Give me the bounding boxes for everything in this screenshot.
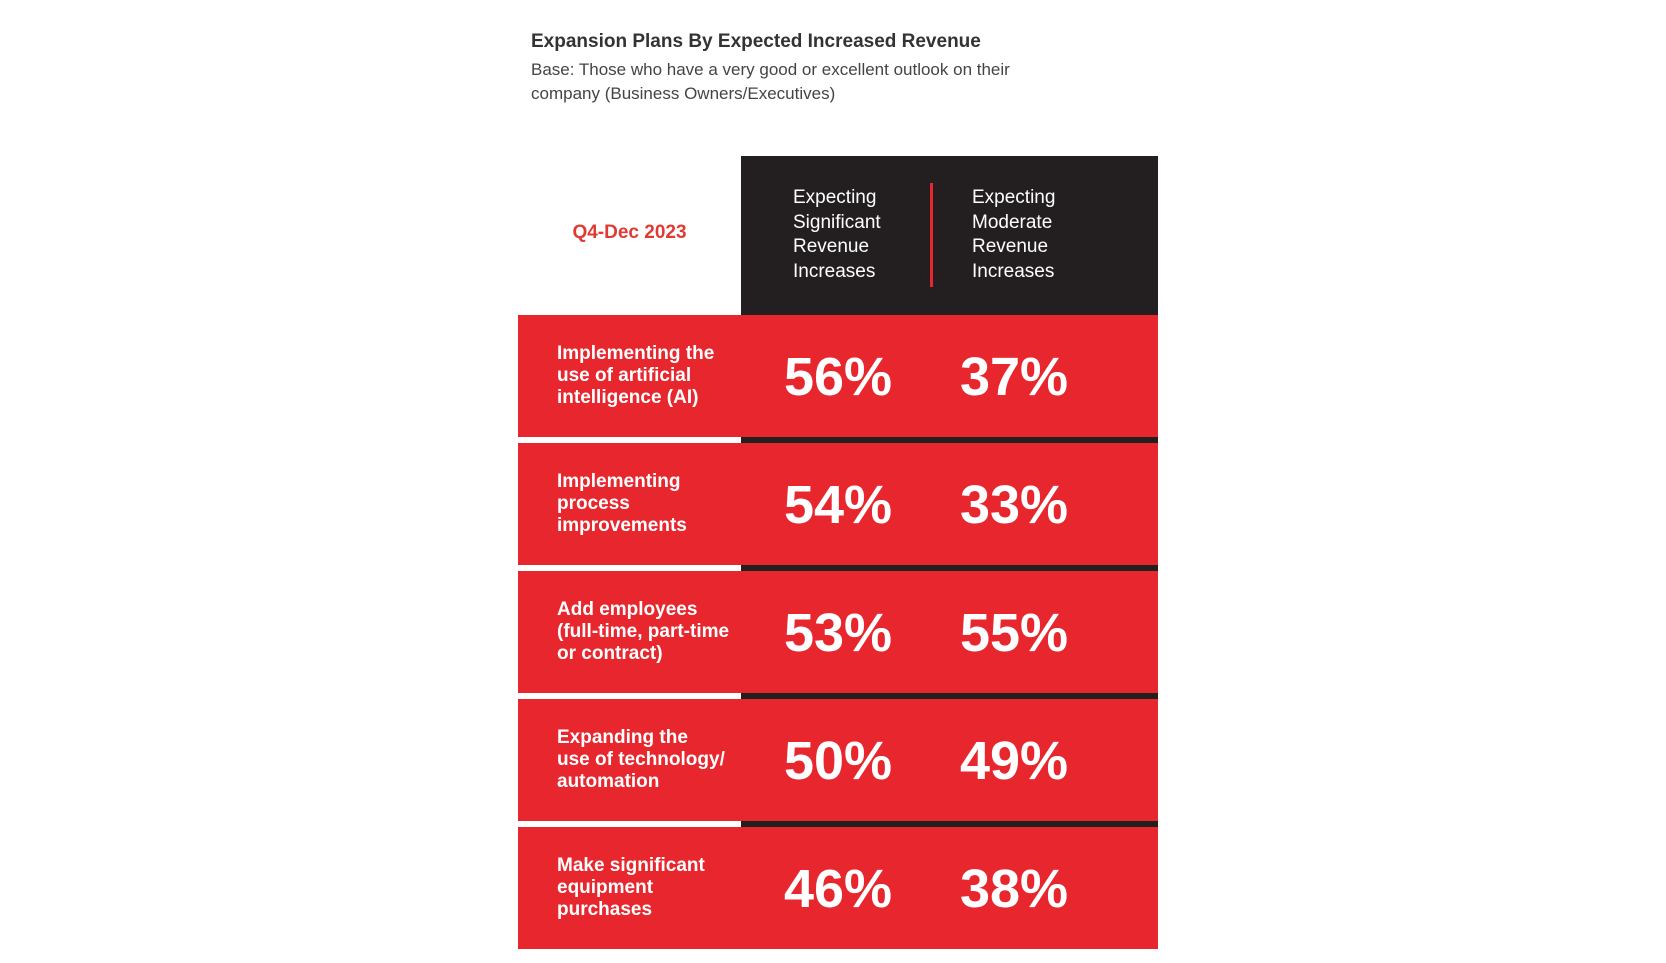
- row-label: (full-time, part-time: [557, 621, 730, 642]
- cell-value: 38%: [959, 859, 1069, 919]
- cell-value: 50%: [783, 731, 893, 791]
- cell-value: 55%: [959, 603, 1069, 663]
- row-label: Implementing the: [557, 343, 715, 364]
- header-panel: [741, 156, 1158, 315]
- cell-value: 53%: [783, 603, 893, 663]
- row-label: Expanding the: [557, 727, 688, 748]
- row-label: use of technology/: [557, 749, 725, 770]
- row-label: improvements: [557, 515, 687, 536]
- row-label: or contract): [557, 643, 663, 664]
- row-label: Make significant: [557, 855, 705, 876]
- row-label: automation: [557, 771, 660, 792]
- table-row: Expanding the use of technology/automatio…: [518, 699, 1158, 821]
- subtitle: Base: Those who have a very good or exce…: [531, 60, 1010, 103]
- cell-value: 46%: [783, 859, 893, 919]
- table-row: Implementing the use of artificial intelli…: [518, 315, 1158, 437]
- cell-value: 37%: [959, 347, 1069, 407]
- table-row: Add employees (full-time, part-time or con…: [518, 571, 1158, 693]
- period-label: Q4-Dec 2023: [572, 222, 687, 243]
- row-label: process: [557, 493, 630, 514]
- cell-value: 33%: [959, 475, 1069, 535]
- cell-value: 54%: [783, 475, 893, 535]
- row-label: intelligence (AI): [557, 387, 699, 408]
- divider: [930, 183, 933, 287]
- cell-value: 49%: [959, 731, 1069, 791]
- column-header: Expecting Moderate Revenue Increases: [972, 187, 1056, 282]
- column-header: Expecting Significant Revenue Increases: [793, 187, 881, 282]
- row-label: use of artificial: [557, 365, 692, 386]
- row-label: Implementing: [557, 471, 681, 492]
- row-label: Add employees: [557, 599, 698, 620]
- table-row: Make significant equipment purchases 46% 38%: [518, 827, 1158, 949]
- title: Expansion Plans By Expected Increased Re…: [531, 31, 981, 52]
- row-label: equipment: [557, 877, 654, 898]
- table-row: Implementing process improvements 54% 33%: [518, 443, 1158, 565]
- row-label: purchases: [557, 899, 653, 920]
- cell-value: 56%: [783, 347, 893, 407]
